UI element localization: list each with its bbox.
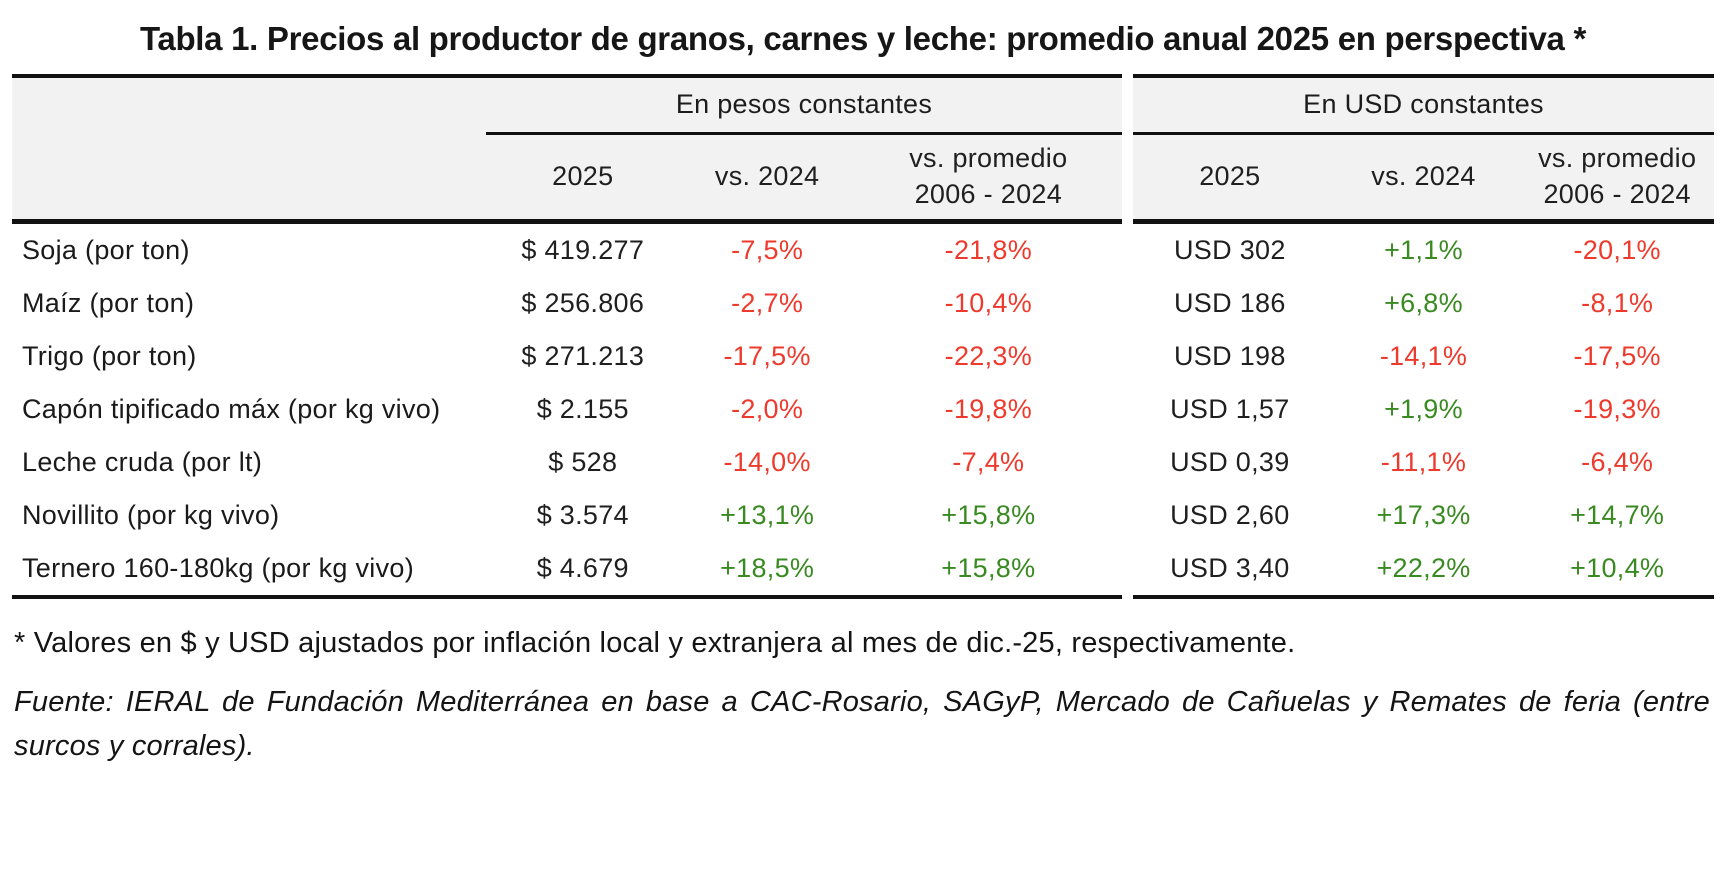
usd-vs2024-value: +1,9% — [1384, 393, 1463, 424]
table-row: Maíz (por ton) $ 256.806 -2,7% -10,4% — [12, 277, 1122, 330]
price-table: En pesos constantes 2025 vs. 2024 vs. pr… — [12, 73, 1714, 599]
pesos-col-vspromedio: vs. promedio 2006 - 2024 — [855, 135, 1122, 219]
usd-vs2024-value: +22,2% — [1376, 552, 1471, 583]
pesos-2025-value: $ 4.679 — [536, 552, 629, 583]
pesos-col-vs2024: vs. 2024 — [680, 135, 855, 219]
pesos-vs2024-value: -14,0% — [723, 446, 811, 477]
usd-vsprom-value: -6,4% — [1581, 446, 1654, 477]
pesos-group-row: En pesos constantes — [12, 78, 1122, 135]
usd-group-row: En USD constantes — [1133, 78, 1714, 135]
footnote-asterisk: * Valores en $ y USD ajustados por infla… — [14, 626, 1296, 659]
usd-2025-value: USD 3,40 — [1170, 552, 1290, 583]
row-label: Ternero 160-180kg (por kg vivo) — [22, 552, 414, 583]
row-label: Soja (por ton) — [22, 234, 190, 265]
usd-vs2024-value: +17,3% — [1376, 499, 1471, 530]
col-label-line2: 2006 - 2024 — [1543, 178, 1691, 209]
table-row: Novillito (por kg vivo) $ 3.574 +13,1% +15,… — [12, 489, 1122, 542]
table-row: USD 198 -14,1% -17,5% — [1133, 330, 1714, 383]
col-label: vs. promedio — [1538, 143, 1697, 174]
pesos-vs2024-value: -2,0% — [731, 393, 804, 424]
pesos-vsprom-value: -21,8% — [944, 234, 1033, 265]
usd-vsprom-value: -20,1% — [1573, 234, 1661, 265]
pesos-2025-value: $ 528 — [548, 446, 618, 477]
col-label: vs. 2024 — [1371, 160, 1476, 191]
pesos-vsprom-value: +15,8% — [941, 499, 1036, 530]
panel-pesos: En pesos constantes 2025 vs. 2024 vs. pr… — [12, 73, 1122, 599]
pesos-vsprom-value: +15,8% — [941, 552, 1036, 583]
table-row: Leche cruda (por lt) $ 528 -14,0% -7,4% — [12, 436, 1122, 489]
pesos-2025-value: $ 256.806 — [521, 287, 645, 318]
pesos-vsprom-value: -22,3% — [944, 340, 1033, 371]
table-row: USD 0,39 -11,1% -6,4% — [1133, 436, 1714, 489]
col-label: vs. 2024 — [714, 160, 820, 191]
pesos-vs2024-value: +13,1% — [720, 499, 815, 530]
table-row: USD 1,57 +1,9% -19,3% — [1133, 383, 1714, 436]
usd-2025-value: USD 1,57 — [1170, 393, 1290, 424]
pesos-vsprom-value: -19,8% — [944, 393, 1033, 424]
pesos-group-label: En pesos constantes — [486, 78, 1122, 135]
col-label-line2: 2006 - 2024 — [914, 178, 1063, 209]
pesos-2025-value: $ 3.574 — [536, 499, 629, 530]
pesos-vs2024-value: -7,5% — [731, 234, 804, 265]
pesos-2025-value: $ 2.155 — [536, 393, 629, 424]
usd-vs2024-value: +1,1% — [1384, 234, 1463, 265]
col-label: 2025 — [552, 160, 614, 191]
row-label: Maíz (por ton) — [22, 287, 195, 318]
table-row: Soja (por ton) $ 419.277 -7,5% -21,8% — [12, 224, 1122, 277]
row-label-column-header — [12, 135, 486, 219]
pesos-vsprom-value: -7,4% — [952, 446, 1025, 477]
usd-vs2024-value: +6,8% — [1384, 287, 1463, 318]
usd-subheader-row: 2025 vs. 2024 vs. promedio 2006 - 2024 — [1133, 135, 1714, 219]
col-label: vs. promedio — [909, 143, 1068, 174]
usd-2025-value: USD 198 — [1174, 340, 1286, 371]
usd-body: USD 302 +1,1% -20,1% USD 186 +6,8% -8,1% USD 1… — [1133, 224, 1714, 595]
pesos-header: En pesos constantes 2025 vs. 2024 vs. pr… — [12, 77, 1122, 224]
usd-vsprom-value: -8,1% — [1581, 287, 1654, 318]
pesos-2025-value: $ 271.213 — [521, 340, 645, 371]
pesos-body: Soja (por ton) $ 419.277 -7,5% -21,8% Maíz (… — [12, 224, 1122, 595]
col-label: 2025 — [1199, 160, 1261, 191]
footnote-source: Fuente: IERAL de Fundación Mediterránea … — [14, 685, 1710, 763]
table-row: USD 3,40 +22,2% +10,4% — [1133, 542, 1714, 595]
panel-usd: En USD constantes 2025 vs. 2024 vs. prom… — [1133, 73, 1714, 599]
usd-2025-value: USD 302 — [1174, 234, 1286, 265]
row-label: Leche cruda (por lt) — [22, 446, 263, 477]
pesos-vs2024-value: -17,5% — [723, 340, 811, 371]
table-row: Capón tipificado máx (por kg vivo) $ 2.15… — [12, 383, 1122, 436]
row-label: Trigo (por ton) — [22, 340, 197, 371]
table-row: USD 186 +6,8% -8,1% — [1133, 277, 1714, 330]
pesos-vsprom-value: -10,4% — [944, 287, 1033, 318]
pesos-2025-value: $ 419.277 — [521, 234, 645, 265]
usd-2025-value: USD 0,39 — [1170, 446, 1290, 477]
pesos-col-2025: 2025 — [486, 135, 680, 219]
usd-2025-value: USD 186 — [1174, 287, 1286, 318]
usd-header: En USD constantes 2025 vs. 2024 vs. prom… — [1133, 77, 1714, 224]
table-row: Trigo (por ton) $ 271.213 -17,5% -22,3% — [12, 330, 1122, 383]
usd-vsprom-value: -17,5% — [1573, 340, 1661, 371]
usd-group-label: En USD constantes — [1133, 78, 1714, 135]
pesos-subheader-row: 2025 vs. 2024 vs. promedio 2006 - 2024 — [12, 135, 1122, 219]
usd-col-vs2024: vs. 2024 — [1327, 135, 1521, 219]
usd-vsprom-value: +14,7% — [1570, 499, 1665, 530]
usd-col-2025: 2025 — [1133, 135, 1327, 219]
table-row: Ternero 160-180kg (por kg vivo) $ 4.679 +1… — [12, 542, 1122, 595]
usd-col-vspromedio: vs. promedio 2006 - 2024 — [1520, 135, 1714, 219]
table-row: USD 302 +1,1% -20,1% — [1133, 224, 1714, 277]
pesos-vs2024-value: -2,7% — [731, 287, 804, 318]
usd-2025-value: USD 2,60 — [1170, 499, 1290, 530]
usd-vsprom-value: -19,3% — [1573, 393, 1661, 424]
usd-vs2024-value: -11,1% — [1380, 446, 1467, 477]
pesos-vs2024-value: +18,5% — [720, 552, 815, 583]
row-label: Novillito (por kg vivo) — [22, 499, 280, 530]
usd-vs2024-value: -14,1% — [1379, 340, 1468, 371]
usd-vsprom-value: +10,4% — [1570, 552, 1665, 583]
table-row: USD 2,60 +17,3% +14,7% — [1133, 489, 1714, 542]
table-title: Tabla 1. Precios al productor de granos,… — [139, 20, 1587, 57]
row-label: Capón tipificado máx (por kg vivo) — [22, 393, 441, 424]
row-label-column-spacer — [12, 78, 486, 135]
